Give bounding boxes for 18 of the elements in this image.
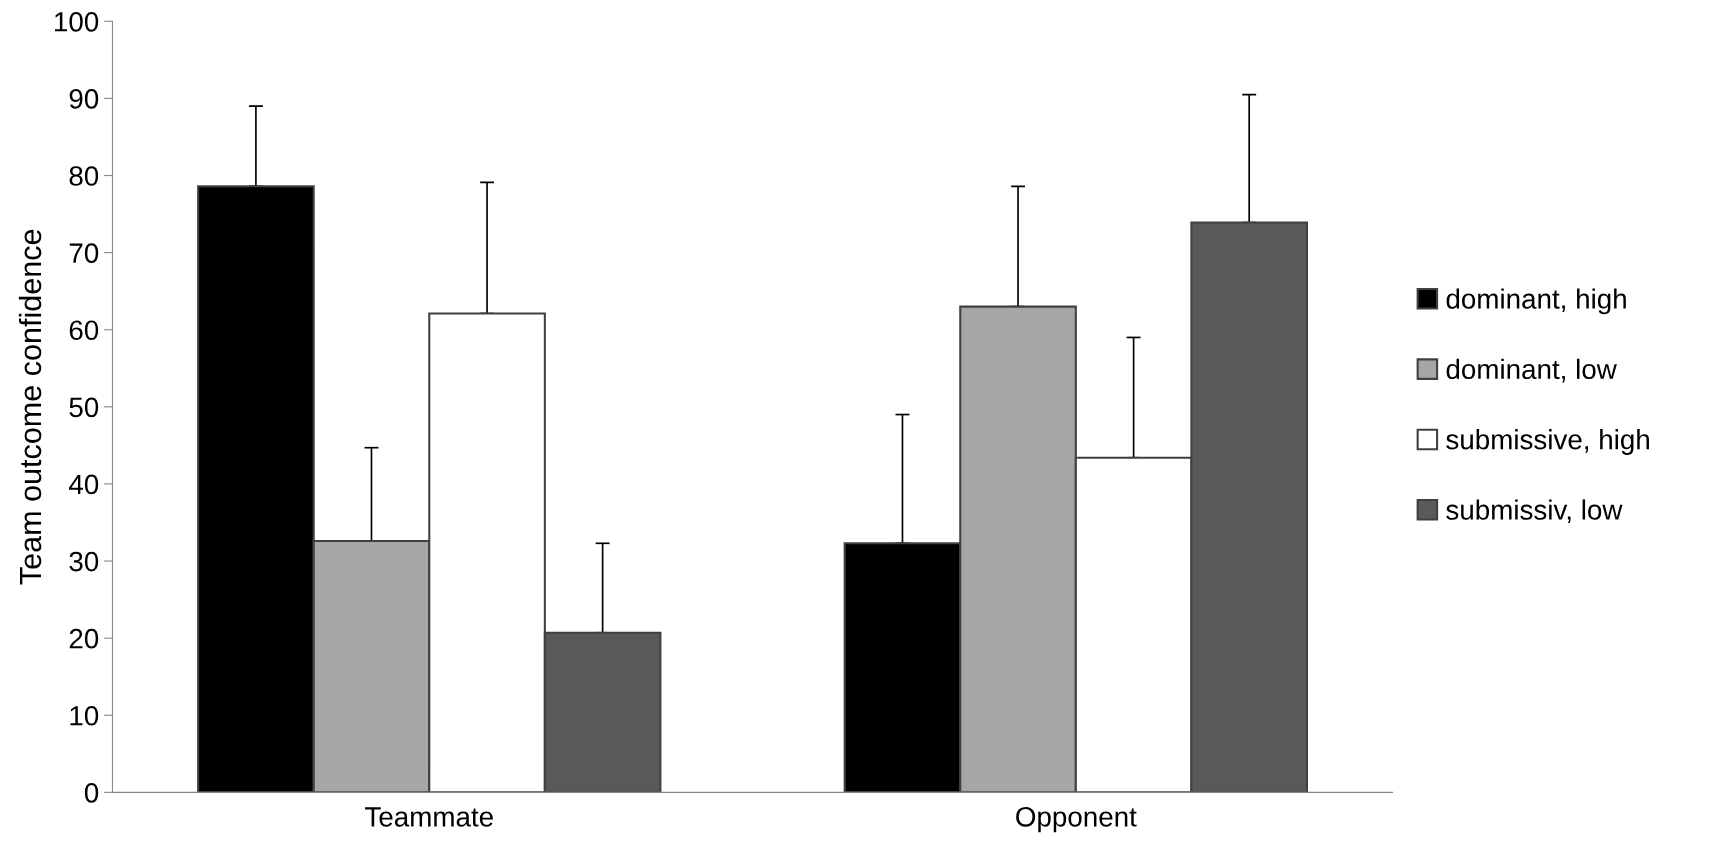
y-tick-label: 60 <box>69 320 99 341</box>
legend-label: dominant, high <box>1446 288 1626 315</box>
legend-label: submissive, high <box>1446 429 1649 455</box>
y-tick-label: 40 <box>69 474 99 495</box>
y-tick-label: 30 <box>69 551 99 572</box>
legend-label: dominant, low <box>1446 358 1617 383</box>
y-tick-label: 70 <box>69 243 99 263</box>
y-axis-title: Team outcome confidence <box>18 229 42 585</box>
y-tick-label: 10 <box>70 705 99 726</box>
y-tick-label: 0 <box>84 783 99 803</box>
y-tick-label: 90 <box>69 89 99 109</box>
x-tick-label: Teammate <box>365 807 493 827</box>
y-tick-label: 100 <box>55 11 99 32</box>
legend-label: submissiv, low <box>1446 499 1623 524</box>
y-tick-label: 80 <box>69 166 99 186</box>
y-tick-label: 20 <box>69 628 99 649</box>
y-tick-label: 50 <box>69 397 99 418</box>
x-tick-label: Opponent <box>1016 806 1137 833</box>
